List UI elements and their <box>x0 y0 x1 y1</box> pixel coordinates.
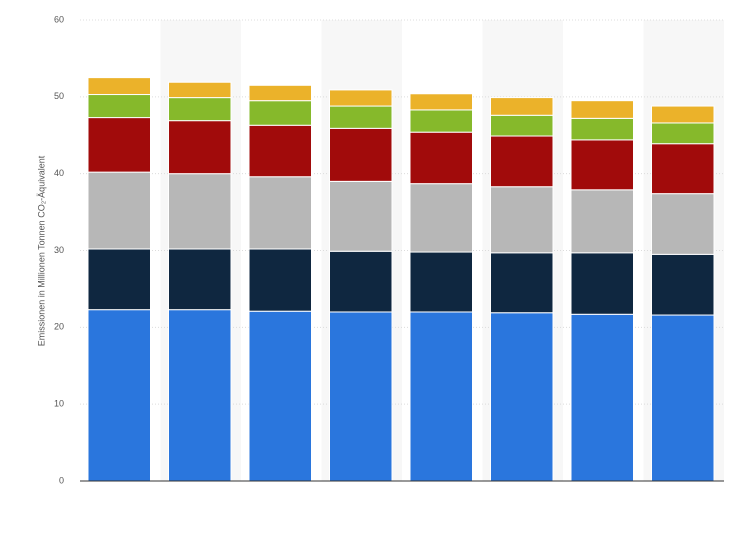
bar-segment <box>490 135 554 188</box>
y-tick-label: 60 <box>54 14 64 24</box>
bar-segment <box>651 122 715 145</box>
bar-segment <box>168 81 232 99</box>
bar-segment <box>87 117 151 173</box>
bar-segment <box>248 176 312 250</box>
bar-segment <box>409 131 473 185</box>
bar-segment <box>87 248 151 311</box>
y-tick-label: 10 <box>54 399 64 409</box>
bar-segment <box>651 143 715 195</box>
bar-segment <box>168 173 232 250</box>
bar-segment <box>248 124 312 178</box>
bar-segment <box>168 309 232 482</box>
bar-segment <box>248 310 312 482</box>
bar-segment <box>570 313 634 482</box>
bar-segment <box>329 105 393 129</box>
bar-segment <box>168 97 232 122</box>
y-tick-label: 30 <box>54 245 64 255</box>
y-tick-label: 50 <box>54 91 64 101</box>
y-axis-label: Emissionen in Millionen Tonnen CO₂-Äquiv… <box>36 155 46 346</box>
bar-segment <box>409 93 473 111</box>
bar-segment <box>651 193 715 255</box>
bar-segment <box>570 100 634 119</box>
bar-segment <box>490 252 554 314</box>
bar-segment <box>87 77 151 96</box>
bar-segment <box>168 248 232 311</box>
bar-segment <box>87 171 151 250</box>
bar-segment <box>570 252 634 315</box>
bar-segment <box>490 186 554 254</box>
bar-segment <box>651 105 715 124</box>
bar-segment <box>168 120 232 175</box>
bar-segment <box>651 314 715 482</box>
bar-segment <box>570 139 634 191</box>
bar-segment <box>651 253 715 316</box>
bar-segment <box>248 100 312 126</box>
bar-segment <box>490 114 554 137</box>
bar-segment <box>329 180 393 252</box>
bar-segment <box>329 89 393 107</box>
bar-segment <box>248 248 312 312</box>
bar-segment <box>329 250 393 313</box>
bar-segment <box>409 183 473 253</box>
bar-segment <box>570 189 634 254</box>
y-tick-label: 40 <box>54 168 64 178</box>
bar-segment <box>490 312 554 482</box>
bar-segment <box>490 97 554 116</box>
bar-segment <box>87 94 151 119</box>
bar-segment <box>570 117 634 141</box>
bar-segment <box>87 309 151 482</box>
y-tick-label: 0 <box>59 475 64 485</box>
bar-segment <box>329 311 393 482</box>
bar-segment <box>248 84 312 102</box>
bar-segment <box>409 109 473 133</box>
bar-segment <box>329 127 393 182</box>
bar-segment <box>409 311 473 482</box>
bar-segment <box>409 251 473 313</box>
y-tick-label: 20 <box>54 322 64 332</box>
